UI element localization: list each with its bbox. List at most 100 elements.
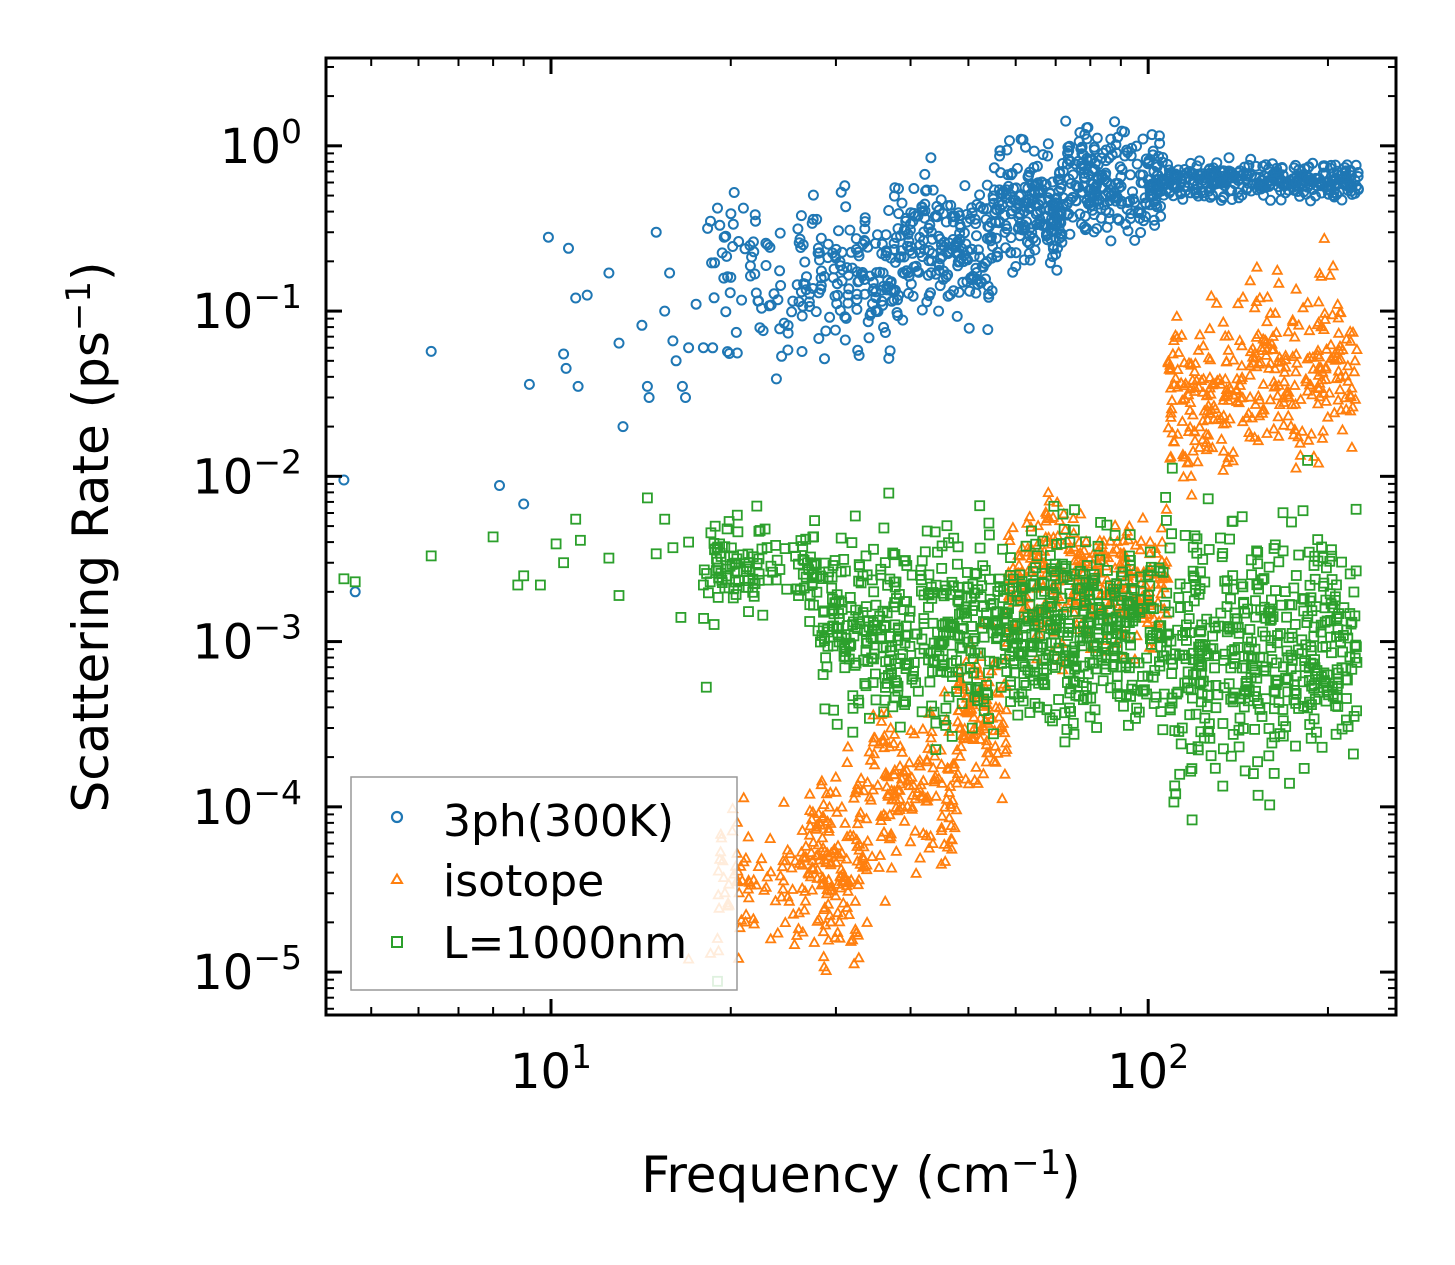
point-l1000nm [1290, 570, 1302, 581]
point-3ph [1018, 224, 1030, 236]
point-l1000nm [1205, 750, 1217, 762]
point-isotope [1244, 274, 1257, 286]
point-l1000nm [1186, 763, 1198, 774]
point-l1000nm [1218, 743, 1229, 755]
point-l1000nm [1263, 750, 1275, 762]
point-isotope [1136, 511, 1149, 523]
point-isotope [852, 873, 866, 885]
point-isotope [829, 889, 842, 901]
point-l1000nm [988, 728, 999, 740]
point-l1000nm [1273, 556, 1285, 568]
point-isotope [739, 915, 752, 927]
point-l1000nm [1204, 732, 1216, 744]
point-l1000nm [558, 557, 569, 569]
point-3ph [883, 352, 895, 364]
point-l1000nm [1165, 653, 1177, 665]
point-3ph [1067, 211, 1079, 223]
point-l1000nm [1186, 743, 1198, 754]
point-isotope [834, 850, 847, 862]
point-isotope [841, 901, 854, 912]
point-l1000nm [1350, 565, 1362, 577]
point-3ph [1058, 192, 1069, 204]
point-isotope [810, 822, 823, 834]
point-isotope [849, 894, 862, 906]
point-l1000nm [892, 622, 904, 634]
point-3ph [714, 219, 726, 231]
point-isotope [884, 721, 897, 733]
point-l1000nm [1233, 741, 1245, 753]
point-l1000nm [868, 653, 879, 665]
point-l1000nm [743, 557, 755, 568]
point-3ph [1324, 162, 1336, 174]
point-3ph [765, 299, 777, 311]
point-l1000nm [1222, 621, 1234, 632]
point-isotope [891, 804, 904, 816]
point-l1000nm [1326, 544, 1337, 556]
point-l1000nm [1050, 570, 1061, 581]
point-l1000nm [1135, 571, 1146, 583]
point-l1000nm [946, 731, 958, 742]
point-isotope [977, 767, 990, 779]
point-isotope [1236, 415, 1249, 427]
point-3ph [1349, 174, 1361, 186]
point-l1000nm [1263, 723, 1275, 734]
point-l1000nm [753, 525, 765, 537]
point-3ph [1147, 149, 1159, 161]
point-3ph [841, 262, 853, 274]
point-3ph [1150, 195, 1162, 207]
point-l1000nm [1191, 547, 1203, 559]
point-isotope [1188, 434, 1202, 446]
point-isotope [1226, 454, 1240, 466]
point-isotope [1253, 357, 1266, 369]
point-l1000nm [1124, 662, 1135, 674]
point-l1000nm [1186, 814, 1198, 826]
point-isotope [947, 760, 961, 772]
point-l1000nm [1330, 591, 1341, 603]
point-3ph [1001, 144, 1013, 156]
point-l1000nm [1067, 717, 1079, 729]
point-3ph [910, 260, 922, 272]
point-l1000nm [1268, 685, 1280, 697]
point-l1000nm [941, 520, 953, 532]
point-isotope [875, 714, 888, 726]
point-l1000nm [487, 531, 499, 543]
point-3ph [1124, 169, 1136, 181]
point-3ph [1099, 169, 1111, 181]
point-3ph [845, 246, 857, 258]
point-isotope [1268, 380, 1281, 392]
point-l1000nm [1260, 661, 1272, 673]
point-l1000nm [1081, 692, 1093, 704]
point-l1000nm [709, 520, 721, 532]
point-l1000nm [988, 656, 1000, 668]
point-l1000nm [1175, 738, 1187, 750]
point-isotope [847, 791, 860, 803]
point-l1000nm [1116, 629, 1128, 641]
point-l1000nm [1143, 590, 1154, 601]
point-isotope [1292, 318, 1305, 330]
point-isotope [1332, 326, 1345, 338]
point-l1000nm [857, 570, 869, 582]
point-isotope [856, 849, 869, 861]
point-isotope [786, 883, 799, 894]
point-3ph [859, 223, 871, 235]
point-l1000nm [1001, 608, 1012, 620]
point-l1000nm [1137, 671, 1148, 682]
point-l1000nm [1095, 517, 1106, 528]
point-3ph [852, 246, 864, 258]
point-l1000nm [1027, 566, 1039, 577]
point-l1000nm [1337, 646, 1348, 658]
point-l1000nm [1092, 540, 1104, 552]
point-isotope [834, 869, 847, 881]
point-isotope [926, 742, 939, 754]
point-isotope [948, 757, 961, 769]
point-isotope [830, 805, 844, 817]
point-l1000nm [816, 630, 828, 641]
point-l1000nm [918, 618, 930, 629]
point-isotope [808, 936, 821, 947]
point-l1000nm [1290, 698, 1302, 709]
point-isotope [764, 865, 777, 877]
point-l1000nm [1333, 608, 1344, 619]
point-l1000nm [826, 571, 838, 583]
point-l1000nm [1026, 628, 1038, 640]
point-l1000nm [1148, 603, 1159, 615]
